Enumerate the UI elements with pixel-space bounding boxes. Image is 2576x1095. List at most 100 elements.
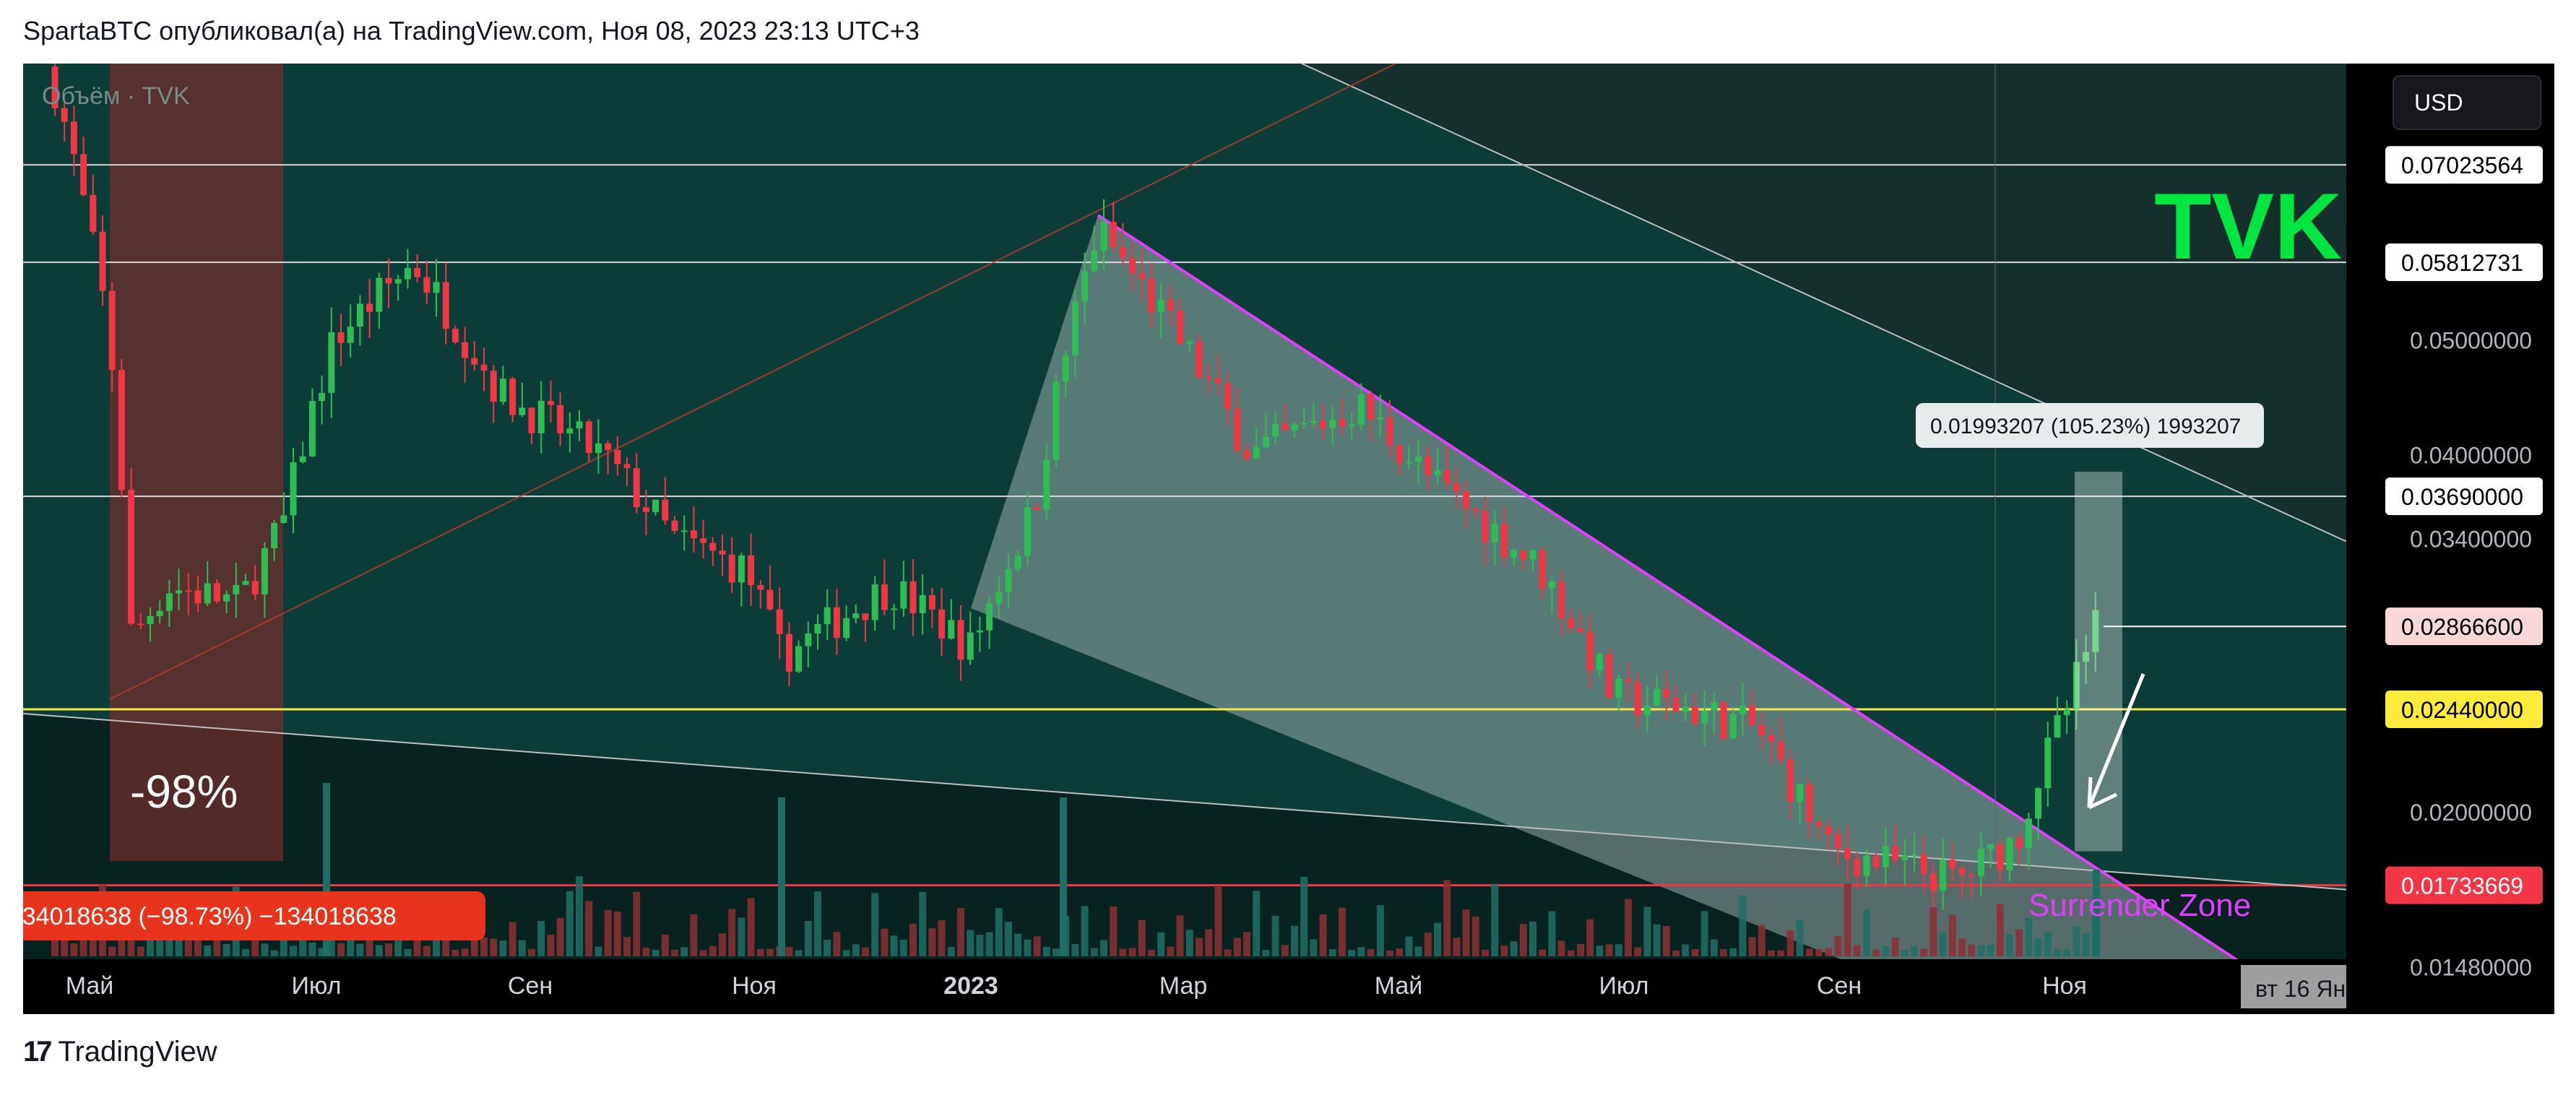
candle [128, 490, 135, 624]
x-tick-label: Ноя [2042, 972, 2087, 1000]
candle [1643, 706, 1651, 716]
candle [757, 585, 764, 590]
candle [738, 555, 745, 583]
candle [1320, 420, 1327, 428]
candle [1577, 628, 1584, 632]
volume-bar [1357, 947, 1365, 956]
candle [1043, 459, 1050, 510]
volume-bar [2082, 932, 2090, 956]
volume-bar [2044, 932, 2052, 956]
candle [1472, 508, 1479, 511]
volume-bar [1834, 936, 1842, 956]
candles-group [51, 64, 2099, 916]
volume-bar [1090, 948, 1098, 956]
volume-bar [1615, 944, 1622, 956]
volume-bar [261, 943, 269, 956]
price-label-value: 0.02866600 [2401, 614, 2523, 640]
candle [51, 66, 59, 108]
candle [2025, 818, 2032, 849]
chart-area[interactable]: -98% −134018638 (−98.73%) −134018638 0.019… [23, 64, 2554, 1014]
candle [185, 590, 192, 592]
candle [1977, 849, 1984, 877]
volume-bar [728, 909, 736, 956]
candle [2035, 788, 2042, 819]
volume-bar [909, 923, 917, 956]
volume-bar [1653, 924, 1661, 956]
candle [1100, 222, 1107, 251]
drawdown-measure-label: −134018638 (−98.73%) −134018638 [23, 903, 397, 930]
candle [1110, 222, 1117, 248]
price-label-badge [2385, 243, 2543, 282]
candle [881, 584, 888, 610]
candle [1138, 273, 1146, 279]
volume-bar [1825, 948, 1833, 956]
currency-button[interactable]: USD [2393, 75, 2541, 130]
volume-bar [404, 948, 412, 956]
candle [213, 583, 220, 602]
volume-bar [270, 950, 278, 956]
candle [1071, 301, 1079, 355]
volume-bar [1510, 941, 1518, 956]
price-tick-label: 0.05000000 [2410, 327, 2532, 353]
tradingview-logo[interactable]: 17 TradingView [23, 1036, 217, 1068]
candle [2006, 838, 2013, 870]
volume-bar [1596, 945, 1604, 956]
candle [1214, 378, 1222, 384]
volume-bar [738, 917, 745, 956]
drawdown-box [110, 64, 283, 861]
tradingview-logo-icon: 17 [23, 1036, 52, 1068]
x-tick-label: Май [66, 972, 114, 1000]
volume-bar [1205, 929, 1213, 956]
volume-bar [1891, 938, 1899, 956]
candle [976, 630, 983, 633]
volume-bar [337, 943, 345, 956]
candle [299, 456, 306, 462]
candle [728, 554, 735, 583]
volume-bar [1739, 895, 1747, 956]
volume-bar [1253, 891, 1261, 956]
publisher-header: SpartaBTC опубликовал(а) на TradingView.… [23, 16, 920, 46]
volume-bar [1605, 944, 1613, 956]
candle [376, 277, 383, 312]
candle [1691, 706, 1698, 724]
price-chart[interactable]: -98% −134018638 (−98.73%) −134018638 0.019… [23, 64, 2554, 1014]
candle [290, 462, 297, 516]
candle [547, 400, 554, 405]
volume-bar [595, 946, 602, 956]
candle [700, 538, 707, 543]
price-label-badge [2385, 146, 2543, 184]
volume-bar [785, 946, 793, 956]
candle [1786, 759, 1794, 802]
candle [1711, 702, 1718, 711]
breakout-arrow [2087, 673, 2145, 810]
volume-spike-1 [778, 797, 785, 956]
candle [233, 584, 240, 594]
volume-bar [1148, 949, 1155, 956]
candle [680, 530, 688, 532]
candle [1586, 631, 1594, 671]
candle [108, 290, 116, 371]
candle [394, 279, 402, 284]
volume-bar [1291, 925, 1298, 956]
candle [328, 332, 335, 393]
candle [509, 378, 517, 415]
candle [1901, 855, 1909, 860]
symbol-watermark: TVK [2154, 173, 2342, 279]
volume-bar [985, 932, 993, 956]
volume-bar [394, 927, 402, 956]
volume-bar [1233, 938, 1241, 956]
x-tick-label: Июл [291, 972, 341, 1000]
candle [308, 401, 316, 456]
volume-bar [1996, 904, 2004, 956]
candle [785, 633, 792, 672]
volume-bar [881, 928, 889, 956]
candle [471, 358, 478, 365]
volume-bar [604, 910, 612, 956]
falling-wedge-fill [971, 215, 2252, 1014]
volume-bar [709, 945, 717, 956]
volume-bar [1796, 919, 1804, 956]
candle [1034, 507, 1041, 510]
candle [1415, 456, 1422, 462]
volume-bar [518, 940, 526, 956]
candle [2073, 662, 2080, 710]
